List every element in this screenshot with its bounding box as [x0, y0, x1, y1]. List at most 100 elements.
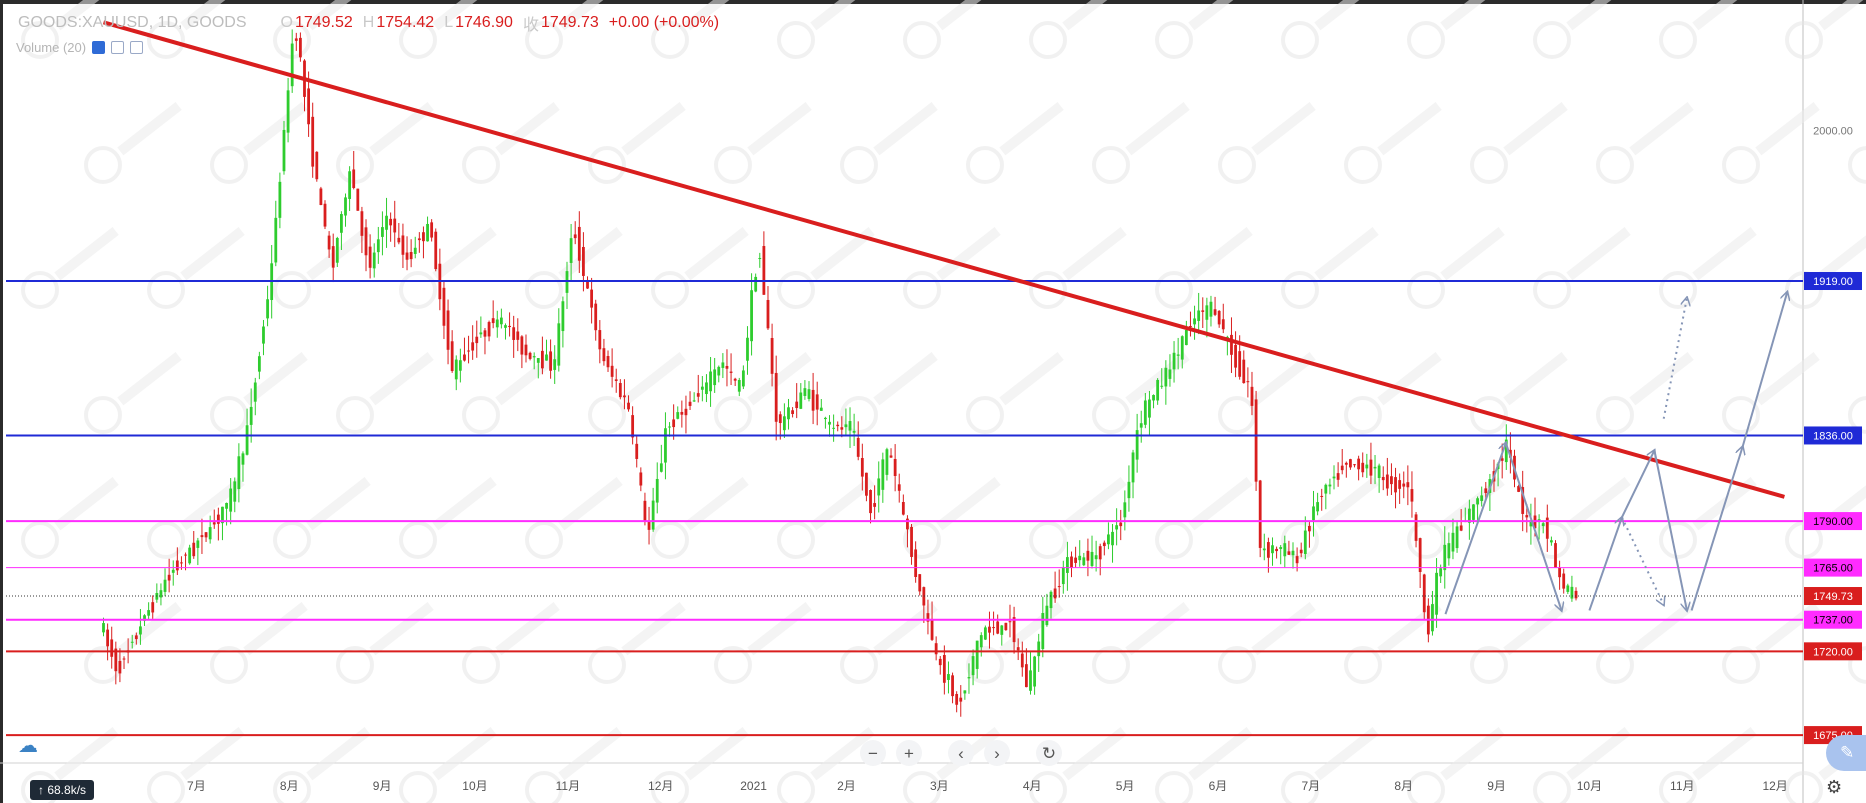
- candle-body: [906, 518, 909, 530]
- candle-body: [1349, 459, 1352, 468]
- watermark-mark: [588, 396, 626, 434]
- watermark-mark: [54, 476, 119, 531]
- candle-body: [311, 116, 315, 167]
- candle-body: [1016, 647, 1020, 651]
- candle-body: [204, 532, 208, 538]
- watermark-mark: [147, 521, 185, 559]
- candle-body: [926, 613, 930, 622]
- watermark-mark: [1659, 21, 1697, 59]
- candle-body: [967, 677, 971, 679]
- watermark-mark: [1785, 771, 1823, 803]
- watermark-mark: [1125, 101, 1190, 156]
- candle-body: [844, 424, 848, 428]
- watermark-mark: [1125, 601, 1190, 656]
- candle-body: [803, 388, 807, 396]
- candle-body: [1554, 543, 1557, 568]
- candle-body: [212, 522, 216, 525]
- watermark-mark: [1659, 521, 1697, 559]
- settings-icon[interactable]: [111, 41, 125, 54]
- watermark-mark: [1659, 771, 1697, 803]
- open-value: 1749.52: [294, 14, 353, 31]
- candle-body: [323, 203, 327, 227]
- candle-body: [1394, 477, 1397, 493]
- candle-body: [955, 693, 959, 705]
- zoom-in-button[interactable]: +: [896, 740, 922, 766]
- candle-body: [483, 330, 487, 337]
- candle-body: [1447, 543, 1451, 559]
- candle-body: [655, 478, 659, 503]
- candle-body: [1143, 400, 1147, 425]
- candle-body: [1230, 334, 1233, 355]
- candle-body: [856, 437, 860, 457]
- x-tick-label: 4月: [1023, 779, 1042, 793]
- gear-icon[interactable]: ⚙: [1826, 777, 1843, 797]
- x-tick-label: 12月: [648, 779, 673, 793]
- candle-body: [1209, 301, 1213, 317]
- candle-body: [934, 643, 938, 655]
- candle-body: [385, 215, 388, 230]
- candle-body: [1541, 523, 1545, 527]
- watermark-mark: [777, 771, 815, 803]
- candle-body: [471, 342, 475, 351]
- candle-body: [376, 239, 380, 253]
- level-label-box: [1804, 610, 1862, 629]
- watermark-mark: [1281, 771, 1319, 803]
- scroll-right-button[interactable]: ›: [984, 740, 1010, 766]
- candle-body: [1410, 489, 1414, 502]
- watermark-mark: [21, 521, 59, 559]
- candle-body: [540, 350, 544, 369]
- close-icon[interactable]: [130, 41, 144, 54]
- candle-body: [130, 641, 134, 643]
- candle-body: [151, 602, 155, 613]
- watermark-mark: [1503, 601, 1568, 656]
- cloud-icon[interactable]: ☁: [18, 735, 38, 757]
- watermark-mark: [1692, 726, 1757, 781]
- candle-body: [766, 299, 770, 329]
- candle-body: [520, 336, 524, 355]
- watermark-mark: [273, 271, 311, 309]
- watermark-mark: [1533, 771, 1571, 803]
- candle-body: [368, 246, 372, 268]
- watermark-mark: [903, 771, 941, 803]
- watermark-mark: [369, 101, 434, 156]
- watermark-mark: [336, 396, 374, 434]
- candle-body: [1156, 379, 1160, 401]
- symbol-label[interactable]: GOODS:XAUUSD, 1D, GOODS: [18, 14, 247, 31]
- close-key: 收: [522, 17, 539, 34]
- candle-body: [692, 400, 696, 402]
- candle-body: [1266, 542, 1270, 558]
- candle-body: [1090, 551, 1094, 566]
- candle-body: [885, 449, 889, 475]
- watermark-mark: [210, 396, 248, 434]
- candle-body: [1500, 458, 1504, 461]
- candle-body: [360, 211, 364, 236]
- edit-icon[interactable]: ✎: [1826, 735, 1866, 771]
- volume-label[interactable]: Volume (20): [16, 40, 87, 55]
- candle-body: [979, 635, 983, 648]
- candle-body: [877, 478, 881, 496]
- watermark-mark: [306, 476, 371, 531]
- watermark-mark: [936, 0, 1001, 31]
- watermark-mark: [369, 601, 434, 656]
- scroll-left-button[interactable]: ‹: [948, 740, 974, 766]
- watermark-mark: [966, 396, 1004, 434]
- candle-body: [434, 231, 438, 270]
- eye-icon[interactable]: [92, 41, 106, 54]
- watermark-mark: [684, 476, 749, 531]
- watermark-mark: [1722, 646, 1760, 684]
- candle-body: [873, 503, 877, 507]
- candle-body: [1217, 310, 1221, 325]
- candle-body: [1353, 464, 1356, 466]
- reset-button[interactable]: ↻: [1036, 740, 1062, 766]
- watermark-mark: [840, 146, 878, 184]
- candle-body: [1529, 521, 1533, 527]
- candle-body: [348, 171, 352, 199]
- candle-body: [741, 370, 745, 387]
- candle-body: [454, 359, 458, 380]
- candle-body: [1291, 550, 1295, 556]
- watermark-mark: [621, 101, 686, 156]
- watermark-mark: [432, 0, 497, 31]
- candle-body: [516, 331, 520, 340]
- zoom-out-button[interactable]: −: [860, 740, 886, 766]
